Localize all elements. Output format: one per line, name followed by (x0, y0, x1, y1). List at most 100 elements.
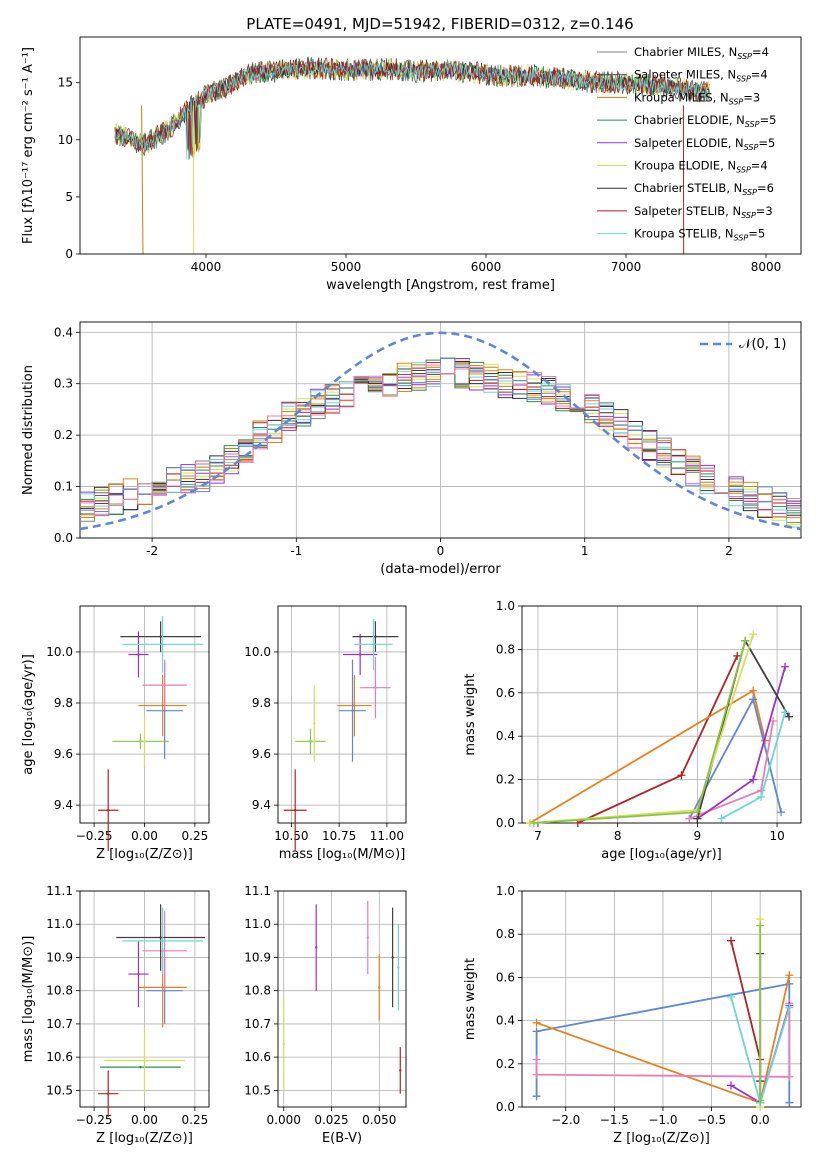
y-axis-label: mass weight (463, 673, 478, 755)
data-point (143, 1059, 146, 1062)
legend-value: =5 (748, 227, 765, 241)
x-axis-label: (data-model)/error (380, 562, 501, 577)
y-axis-label: mass [log₁₀(M/M⊙)] (21, 936, 36, 1063)
y-tick-label: 11.0 (46, 917, 73, 931)
data-point (353, 704, 356, 707)
legend-label: Kroupa MILES, NSSP=3 (634, 90, 760, 106)
x-axis-label: Z [log₁₀(Z/Z⊙)] (96, 1131, 193, 1146)
plot-frame (521, 605, 802, 824)
x-tick-label: -1 (290, 544, 302, 558)
data-point (107, 1092, 110, 1095)
x-tick-label: −2.0 (551, 1113, 580, 1127)
y-tick-label: 9.6 (252, 747, 271, 761)
x-axis-label: wavelength [Angstrom, rest frame] (326, 278, 555, 293)
legend-subscript: SSP (744, 143, 759, 152)
weight-marker (532, 1092, 541, 1101)
weight-marker (749, 630, 758, 639)
x-tick-label: 0.0 (751, 1113, 770, 1127)
y-tick-label: 0.4 (496, 1014, 515, 1028)
data-point (372, 643, 375, 646)
y-tick-label: 0.6 (496, 686, 515, 700)
legend-value: =5 (758, 136, 775, 150)
figure-title: PLATE=0491, MJD=51942, FIBERID=0312, z=0… (246, 15, 633, 33)
x-axis-label: E(B-V) (322, 1131, 362, 1146)
weight-marker (741, 636, 750, 645)
legend-subscript: SSP (741, 211, 756, 220)
x-tick-label: 0.000 (267, 1113, 301, 1127)
y-tick-label: 10.7 (244, 1017, 271, 1031)
x-tick-label: 0.050 (362, 1113, 396, 1127)
legend-value: =3 (756, 204, 773, 218)
weight-marker (717, 814, 726, 823)
plot-frame (277, 890, 407, 1108)
data-point (366, 936, 369, 939)
y-tick-label: 15 (58, 76, 73, 90)
y-tick-label: 10.5 (244, 1083, 271, 1097)
spectrum-series (114, 61, 711, 160)
legend-value: =4 (751, 68, 768, 82)
weight-marker (727, 936, 736, 945)
y-tick-label: 0.0 (496, 816, 515, 830)
y-tick-label: 9.6 (54, 747, 73, 761)
data-point (159, 936, 162, 939)
y-tick-label: 0.4 (54, 325, 73, 339)
spectrum-lines (114, 56, 711, 254)
y-axis-label: age [log₁₀(age/yr)] (21, 654, 36, 775)
data-point (391, 956, 394, 959)
x-tick-label: 1 (581, 544, 589, 558)
weight-series-line (577, 655, 739, 824)
legend-subscript: SSP (736, 166, 751, 175)
x-tick-label: 10 (769, 829, 784, 843)
data-point (313, 722, 316, 725)
x-tick-label: 6000 (471, 260, 502, 274)
weight-marker (677, 771, 686, 780)
y-tick-label: 10.9 (46, 950, 73, 964)
weight-marker (685, 814, 694, 823)
y-tick-label: 0.2 (496, 773, 515, 787)
legend-label: Salpeter ELODIE, NSSP=5 (634, 136, 775, 152)
x-tick-label: −0.25 (76, 829, 113, 843)
y-axis-label: Flux [fλ10⁻¹⁷ erg cm⁻² s⁻¹ A⁻¹] (21, 47, 36, 244)
x-tick-label: 8 (614, 829, 622, 843)
data-point (309, 740, 312, 743)
y-tick-label: 11.1 (46, 884, 73, 898)
data-point (159, 635, 162, 638)
data-point (161, 986, 164, 989)
y-tick-label: 10.0 (244, 645, 271, 659)
x-tick-label: −1.5 (600, 1113, 629, 1127)
weight-marker (532, 1070, 541, 1079)
x-tick-label: 10.50 (274, 829, 308, 843)
age-vs-metallicity-panel: −0.25 0.00 0.25 9.4 9.6 9.8 10.0 Z [log₁₀(Z/Z⊙)… (21, 605, 210, 862)
data-point (163, 949, 166, 953)
data-point (163, 683, 166, 687)
y-tick-label: 10.0 (46, 645, 73, 659)
data-point (315, 946, 318, 949)
x-tick-label: −1.0 (648, 1113, 677, 1127)
y-tick-label: 9.8 (54, 696, 73, 710)
weight-marker (749, 775, 758, 784)
weight-marker (781, 662, 790, 671)
legend-value: =6 (757, 181, 774, 195)
legend-label: Salpeter MILES, NSSP=4 (634, 68, 768, 84)
data-point (399, 1069, 402, 1072)
weight-series-line (730, 940, 762, 1103)
x-axis-label: Z [log₁₀(Z/Z⊙)] (613, 1131, 710, 1146)
data-point (374, 635, 377, 638)
y-tick-label: 10.6 (46, 1050, 73, 1064)
histogram-series (80, 362, 801, 519)
data-point (139, 1065, 142, 1069)
weight-series-line (533, 640, 747, 824)
x-tick-label: -2 (146, 544, 158, 558)
legend-subscript: SSP (745, 120, 760, 129)
weight-marker (727, 992, 736, 1001)
legend-subscript: SSP (734, 234, 749, 243)
legend-label: Kroupa ELODIE, NSSP=4 (634, 159, 768, 175)
y-tick-label: 10 (58, 133, 73, 147)
plot-frame (79, 890, 210, 1108)
y-axis-label: Normed distribution (21, 365, 36, 495)
y-tick-label: 10.8 (244, 984, 271, 998)
histograms (80, 357, 801, 528)
x-axis-label: Z [log₁₀(Z/Z⊙)] (96, 847, 193, 862)
legend-label: 𝒩(0, 1) (739, 337, 786, 352)
weight-marker (777, 808, 786, 817)
